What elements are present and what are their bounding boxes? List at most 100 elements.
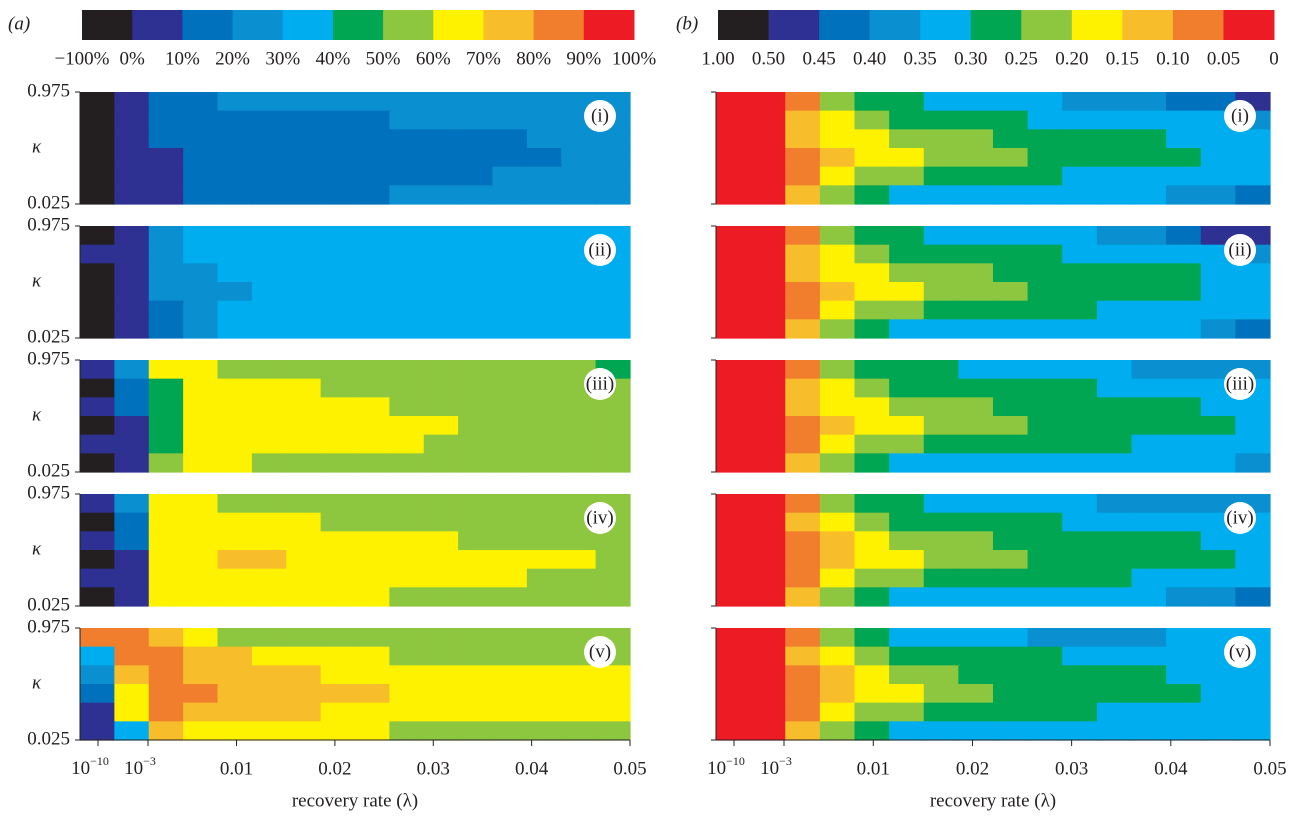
heatmap-cell bbox=[423, 416, 459, 436]
heatmap-cell bbox=[595, 148, 631, 168]
heatmap-cell bbox=[217, 185, 253, 205]
heatmap-cell bbox=[1166, 378, 1202, 398]
colorbar-swatch bbox=[920, 10, 972, 40]
colorbar-swatch bbox=[232, 10, 284, 40]
panel-label: (ii) bbox=[1228, 239, 1251, 260]
heatmap-cell bbox=[561, 434, 597, 454]
heatmap-cell bbox=[1166, 92, 1202, 112]
heatmap-cell bbox=[183, 665, 219, 685]
heatmap-cell bbox=[923, 129, 959, 149]
heatmap-cell bbox=[423, 360, 459, 380]
heatmap-cell bbox=[251, 587, 287, 607]
heatmap-cell bbox=[1096, 568, 1133, 588]
heatmap-cell bbox=[80, 453, 115, 473]
heatmap-cell bbox=[716, 319, 752, 339]
heatmap-cell bbox=[80, 416, 115, 436]
heatmap-cell bbox=[993, 263, 1029, 283]
heatmap-cell bbox=[1062, 226, 1098, 246]
heatmap-cell bbox=[251, 92, 287, 112]
y-tick-label: 0.975 bbox=[27, 80, 70, 101]
heatmap-cell bbox=[526, 110, 562, 130]
heatmap-cell bbox=[389, 665, 425, 685]
heatmap-cell bbox=[561, 568, 597, 588]
heatmap-cell bbox=[148, 282, 184, 302]
heatmap-cell bbox=[80, 512, 115, 532]
heatmap-cell bbox=[251, 226, 287, 246]
heatmap-cell bbox=[148, 721, 184, 741]
heatmap-cell bbox=[819, 665, 856, 685]
heatmap-cell bbox=[716, 512, 752, 532]
heatmap-cell bbox=[526, 684, 562, 704]
heatmap-cell bbox=[183, 531, 219, 551]
x-tick-label: 10−3 bbox=[760, 754, 792, 780]
heatmap-cell bbox=[148, 453, 184, 473]
heatmap-cell bbox=[492, 244, 528, 264]
panel-label-bg bbox=[1224, 502, 1256, 534]
heatmap-cell bbox=[993, 684, 1029, 704]
heatmap-cell bbox=[458, 378, 494, 398]
heatmap-cell bbox=[286, 434, 322, 454]
heatmap-cell bbox=[1027, 512, 1063, 532]
heatmap-cell bbox=[526, 148, 562, 168]
heatmap-cell bbox=[183, 397, 219, 417]
heatmap-cell bbox=[1096, 684, 1133, 704]
heatmap-cell bbox=[1131, 129, 1167, 149]
heatmap-cell bbox=[114, 453, 150, 473]
heatmap-cell bbox=[854, 646, 890, 666]
y-tick-label: 0.025 bbox=[27, 728, 70, 749]
colorbar-swatch bbox=[483, 10, 535, 40]
heatmap-cell bbox=[958, 148, 994, 168]
heatmap-cell bbox=[251, 550, 287, 570]
heatmap-cell bbox=[1131, 494, 1167, 514]
heatmap-cell bbox=[251, 263, 287, 283]
heatmap-cell bbox=[993, 185, 1029, 205]
heatmap-cell bbox=[251, 702, 287, 722]
heatmap-cell bbox=[1096, 244, 1133, 264]
heatmap-cell bbox=[1096, 319, 1133, 339]
heatmap-cell bbox=[355, 550, 390, 570]
heatmap-cell bbox=[114, 148, 150, 168]
heatmap-cell bbox=[993, 282, 1029, 302]
heatmap-cell bbox=[1235, 531, 1271, 551]
heatmap-cell bbox=[854, 110, 890, 130]
heatmap-cell bbox=[423, 665, 459, 685]
heatmap-cell bbox=[320, 129, 356, 149]
heatmap-cell bbox=[217, 110, 253, 130]
heatmap-cell bbox=[286, 166, 322, 186]
heatmap-cell bbox=[286, 665, 322, 685]
heatmap-cell bbox=[750, 512, 786, 532]
heatmap-cell bbox=[320, 319, 356, 339]
heatmap-cell bbox=[1200, 453, 1236, 473]
heatmap-cell bbox=[854, 587, 890, 607]
heatmap-cell bbox=[355, 148, 390, 168]
heatmap-cell bbox=[1131, 512, 1167, 532]
heatmap-cell bbox=[1200, 434, 1236, 454]
heatmap-cell bbox=[819, 434, 856, 454]
heatmap-cell bbox=[217, 397, 253, 417]
heatmap-cell bbox=[1062, 646, 1098, 666]
heatmap-cell bbox=[492, 226, 528, 246]
heatmap-cell bbox=[80, 721, 115, 741]
heatmap-cell bbox=[355, 226, 390, 246]
heatmap-cell bbox=[993, 646, 1029, 666]
heatmap-cell bbox=[785, 416, 821, 436]
heatmap-cell bbox=[423, 684, 459, 704]
heatmap-cell bbox=[286, 531, 322, 551]
heatmap-cell bbox=[958, 416, 994, 436]
heatmap-cell bbox=[1062, 282, 1098, 302]
heatmap-cell bbox=[1166, 129, 1202, 149]
colorbar-tick-label: 0.25 bbox=[1005, 48, 1038, 69]
heatmap-cell bbox=[80, 92, 115, 112]
heatmap-cell bbox=[183, 378, 219, 398]
heatmap-cell bbox=[958, 434, 994, 454]
heatmap-cell bbox=[458, 587, 494, 607]
heatmap-cell bbox=[526, 665, 562, 685]
heatmap-cell bbox=[1166, 587, 1202, 607]
x-tick-exponent: −10 bbox=[90, 754, 109, 768]
heatmap-cell bbox=[993, 531, 1029, 551]
heatmap-cell bbox=[1166, 665, 1202, 685]
heatmap-cell bbox=[423, 531, 459, 551]
heatmap-cell bbox=[183, 110, 219, 130]
heatmap-cell bbox=[785, 494, 821, 514]
heatmap-cell bbox=[389, 531, 425, 551]
